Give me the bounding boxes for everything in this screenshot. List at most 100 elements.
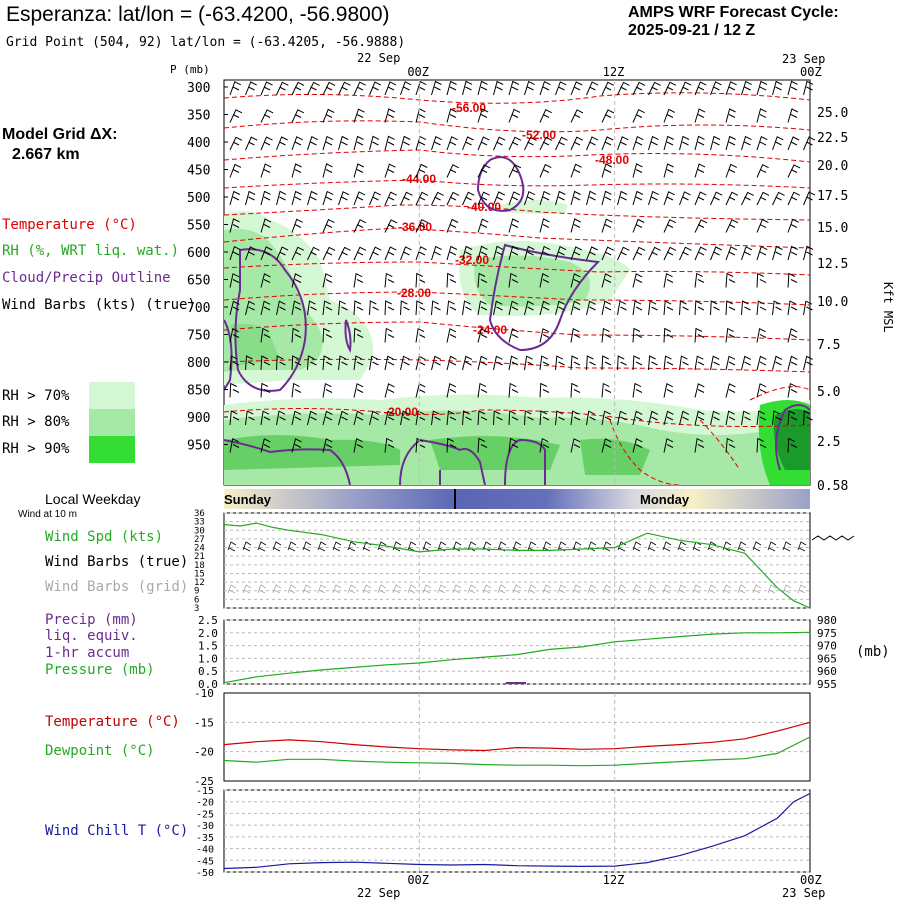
wind-barb: [477, 218, 489, 233]
windchill-tick-label: -30: [196, 821, 214, 832]
surface-wind-barb: [647, 541, 657, 552]
forecast-cycle-value: 2025-09-21 / 12 Z: [628, 22, 756, 39]
wind-barb: [508, 328, 519, 343]
wind-barb: [369, 355, 379, 371]
height-axis-title: Kft MSL: [881, 282, 895, 333]
wind-barb: [276, 81, 289, 96]
wind-barb: [756, 410, 767, 426]
wind-barb: [663, 135, 674, 151]
pressure-tick-label: 965: [817, 652, 837, 665]
wind-barb: [756, 383, 767, 398]
wind-barb: [632, 81, 646, 96]
pressure-tick-label: 600: [187, 246, 210, 261]
wind-barb: [384, 300, 395, 316]
axis-labels: 00Z 00Z 12Z 12Z 00Z 00Z 22 Sep 23 Sep 22 Sep 23 S…: [170, 51, 895, 900]
wind-barb: [291, 246, 305, 261]
wind-barb: [229, 109, 243, 123]
wind-barb: [400, 81, 412, 96]
wind-barb: [322, 438, 333, 453]
wind-barb: [632, 438, 643, 453]
legend-wind: Wind Barbs (kts) (true): [2, 297, 196, 313]
wind-barb: [462, 80, 473, 96]
wind-barb: [694, 246, 707, 261]
cloud-outlines: [223, 156, 811, 486]
wind-barb: [663, 81, 677, 96]
wind-barb: [648, 135, 659, 151]
wind-barb: [524, 410, 534, 426]
wind-barb: [648, 355, 658, 371]
surface-wind-barb-grid: [572, 584, 582, 594]
wind-barb: [353, 300, 364, 316]
wind-barb: [384, 410, 395, 426]
wind-barb: [229, 300, 240, 316]
wind-barb: [617, 410, 627, 426]
surface-wind-barb: [617, 541, 627, 552]
surface-wind-barb: [332, 541, 342, 552]
bottom-time-tick-label: 12Z: [603, 873, 625, 887]
wind-barb: [679, 300, 689, 316]
wind-barb: [276, 410, 286, 426]
wind-barb: [260, 382, 271, 398]
wind-barb: [229, 438, 240, 453]
surface-wind-barb-grid: [587, 584, 597, 594]
wind-barb: [524, 80, 535, 96]
wind-barb: [539, 109, 552, 123]
pressure-tick-label: 960: [817, 665, 837, 678]
wind-barb: [539, 300, 550, 316]
wind-barb: [307, 81, 320, 96]
wind-barb: [663, 410, 674, 426]
wind-barb: [462, 410, 472, 426]
upper-wind-barbs: [229, 80, 816, 453]
wind-barb: [291, 81, 305, 96]
surface-wind-barb-grid: [797, 584, 807, 594]
wind-barb: [477, 136, 490, 151]
precip-tick-label: 1.5: [198, 640, 218, 653]
wind-barb: [539, 245, 551, 261]
surface-wind-barb-grid: [437, 584, 447, 594]
wind-barb: [508, 410, 519, 426]
wind-barb: [679, 355, 689, 371]
height-tick-label: 7.5: [817, 338, 840, 353]
surface-wind-barb: [287, 541, 297, 552]
wind-barb: [229, 163, 242, 178]
wind-barb: [710, 355, 720, 371]
wind-barb: [307, 135, 319, 151]
surface-wind-barb-grid: [542, 584, 552, 594]
legend-wind10m: Wind at 10 m: [18, 509, 77, 520]
wind-barb: [772, 300, 782, 316]
wind-barb: [787, 108, 799, 123]
wind-barb: [245, 136, 258, 151]
wind-barb: [539, 190, 551, 206]
precip-tick-label: 2.0: [198, 627, 218, 640]
wind-barb: [446, 218, 459, 233]
wind-barb: [446, 437, 457, 453]
surface-wind-barb: [632, 541, 642, 552]
wind-barb: [787, 382, 798, 398]
wind-barb: [245, 410, 255, 426]
panel-gridlines: [224, 80, 810, 873]
wind-barb: [787, 164, 801, 178]
wind-barb: [260, 218, 272, 233]
surface-wind-barb: [242, 541, 252, 552]
wind-barb: [694, 163, 706, 178]
wind-barb: [772, 80, 783, 96]
top-date-left: 22 Sep: [357, 51, 400, 65]
wind-barb: [632, 190, 644, 206]
wind-barb: [291, 410, 302, 426]
height-tick-label: 12.5: [817, 257, 848, 272]
wind-barb: [493, 80, 504, 96]
wind-barb: [601, 300, 612, 316]
wind-panel-frame: [223, 512, 811, 609]
wind-barb: [446, 410, 457, 426]
surface-wind-barb-grid: [467, 584, 477, 594]
wind-barb: [601, 163, 613, 178]
wind-barb: [260, 327, 271, 343]
legend-cloud: Cloud/Precip Outline: [2, 270, 171, 286]
wind-barb: [493, 191, 505, 206]
wind-barb: [741, 135, 752, 151]
wind-barb: [493, 136, 506, 151]
wind-barb: [803, 80, 814, 96]
wind-barb: [462, 245, 473, 261]
surface-wind-barb-grid: [662, 584, 672, 594]
surface-wind-barb-grid: [422, 584, 432, 594]
